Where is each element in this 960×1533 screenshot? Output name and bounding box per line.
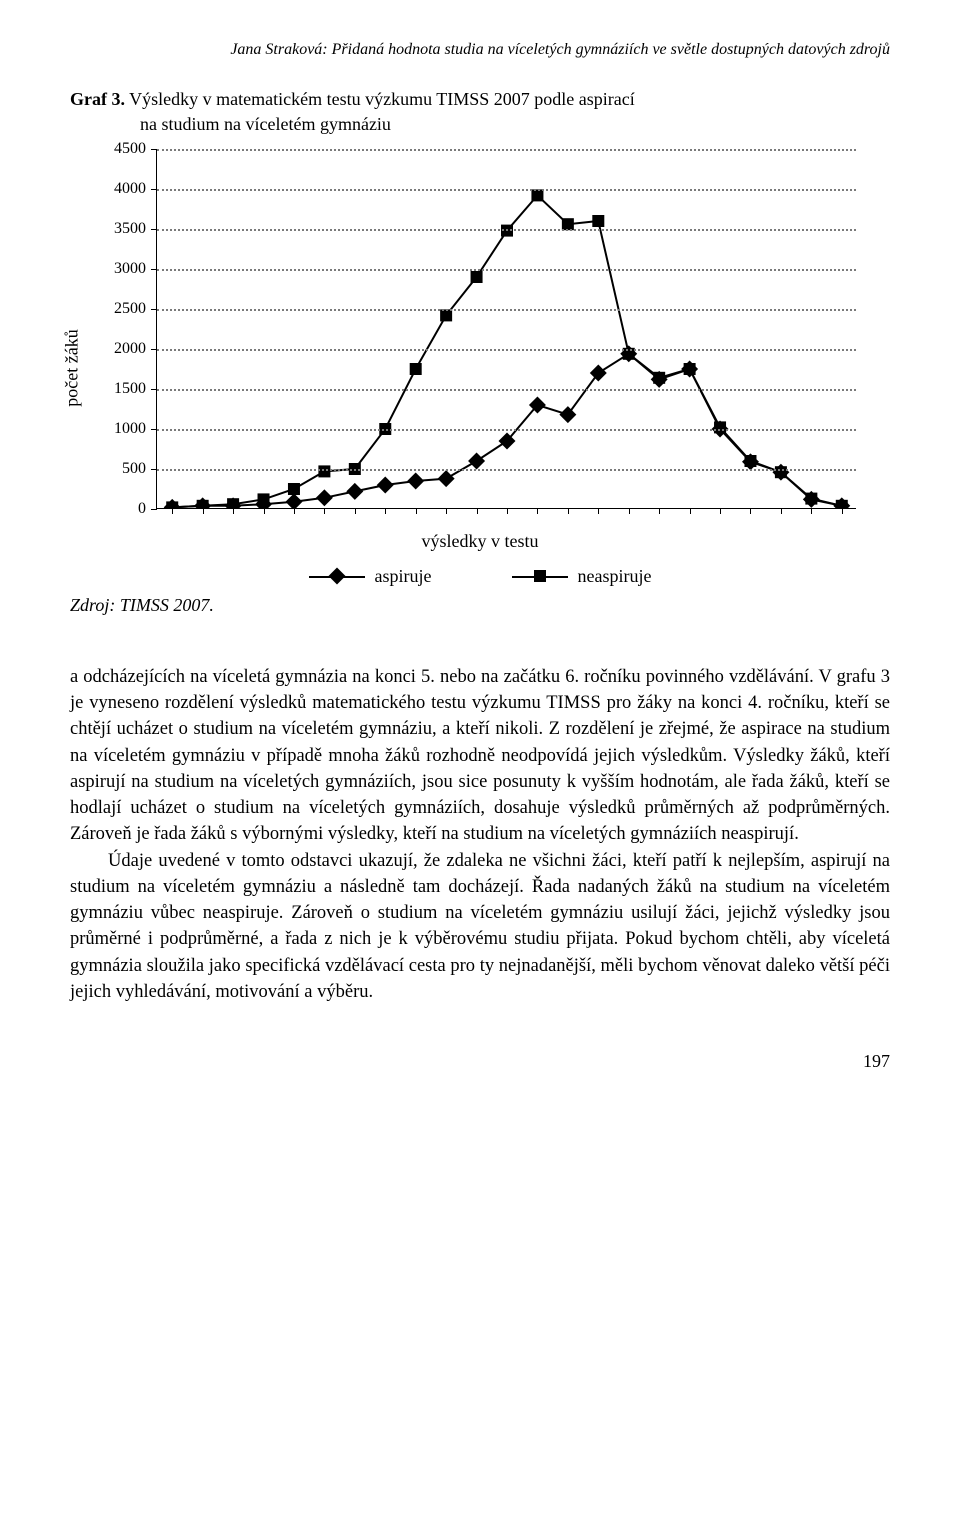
page-number: 197: [70, 1051, 890, 1072]
legend-item-aspiruje: aspiruje: [309, 566, 432, 587]
figure-source: Zdroj: TIMSS 2007.: [70, 595, 890, 616]
paragraph-2: Údaje uvedené v tomto odstavci ukazují, …: [70, 848, 890, 1006]
figure-title-line1: Výsledky v matematickém testu výzkumu TI…: [129, 89, 635, 109]
legend-marker-square: [512, 569, 568, 583]
y-tick-label: 0: [138, 500, 146, 518]
y-tick-label: 500: [122, 460, 146, 478]
figure-caption: Graf 3. Výsledky v matematickém testu vý…: [70, 89, 890, 110]
y-tick-label: 1500: [114, 380, 146, 398]
legend-label-aspiruje: aspiruje: [375, 566, 432, 587]
plot-area: [156, 149, 856, 509]
y-axis-label: počet žáků: [62, 329, 83, 406]
figure-title-line2: na studium na víceletém gymnáziu: [140, 114, 890, 135]
y-tick-label: 1000: [114, 420, 146, 438]
series-svg: [157, 149, 857, 509]
legend-marker-diamond: [309, 569, 365, 583]
y-tick-label: 4000: [114, 180, 146, 198]
figure-label-prefix: Graf 3.: [70, 89, 125, 109]
legend-label-neaspiruje: neaspiruje: [578, 566, 652, 587]
chart: počet žáků 05001000150020002500300035004…: [100, 149, 860, 587]
running-head: Jana Straková: Přidaná hodnota studia na…: [70, 40, 890, 61]
x-axis-label: výsledky v testu: [100, 531, 860, 552]
y-tick-label: 2000: [114, 340, 146, 358]
body-text: a odcházejících na víceletá gymnázia na …: [70, 664, 890, 1005]
y-ticks: 050010001500200025003000350040004500: [100, 149, 152, 509]
legend-item-neaspiruje: neaspiruje: [512, 566, 652, 587]
y-tick-label: 4500: [114, 140, 146, 158]
y-tick-label: 3000: [114, 260, 146, 278]
y-tick-label: 2500: [114, 300, 146, 318]
legend: aspiruje neaspiruje: [100, 566, 860, 587]
paragraph-1: a odcházejících na víceletá gymnázia na …: [70, 664, 890, 848]
y-tick-label: 3500: [114, 220, 146, 238]
